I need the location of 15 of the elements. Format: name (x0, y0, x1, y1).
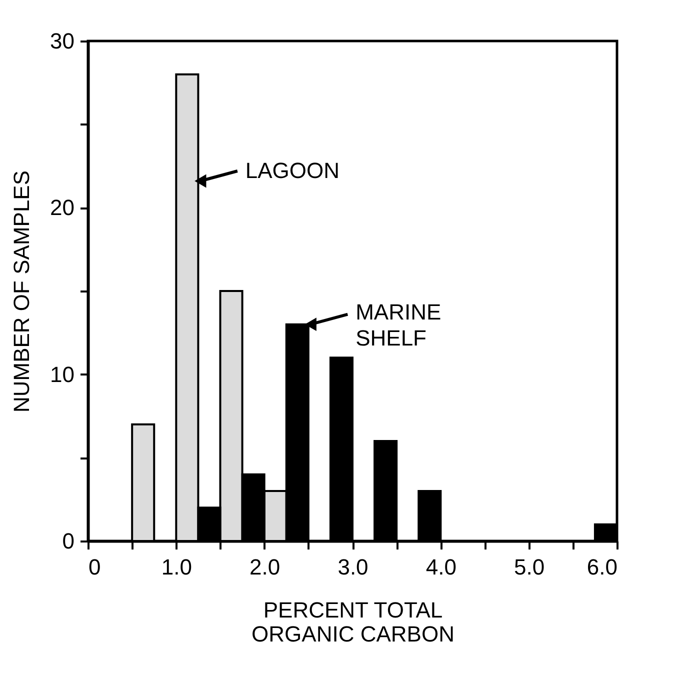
legend-label: LAGOON (245, 158, 340, 183)
x-tick-label: 3.0 (338, 554, 368, 580)
y-tick-label: 0 (62, 528, 74, 554)
x-axis-title: PERCENT TOTAL ORGANIC CARBON (252, 598, 454, 646)
y-tick-label: 30 (50, 28, 74, 54)
x-tick-label: 4.0 (426, 554, 456, 580)
x-tick-label: 2.0 (250, 554, 280, 580)
x-tick-label: 1.0 (161, 554, 192, 580)
legend-label: MARINE SHELF (356, 299, 442, 350)
x-tick-label: 6.0 (586, 554, 618, 580)
y-tick-label: 10 (50, 362, 74, 387)
x-tick-label: 0 (88, 554, 101, 580)
y-tick-label: 20 (50, 195, 74, 220)
x-tick-label: 5.0 (514, 554, 545, 580)
y-axis-title: NUMBER OF SAMPLES (9, 170, 34, 413)
